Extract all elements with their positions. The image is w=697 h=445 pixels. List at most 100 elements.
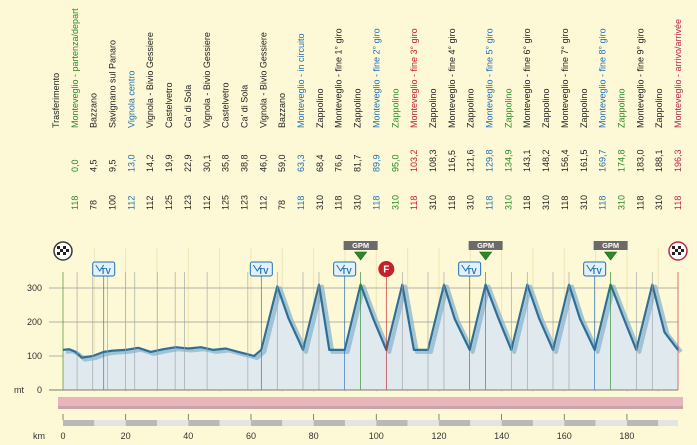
waypoint-altitude: 310 xyxy=(503,195,513,210)
km-scale-block xyxy=(125,420,157,426)
checker-square xyxy=(678,246,681,249)
waypoint-km: 46,0 xyxy=(258,154,268,172)
waypoint-column: 118 76,6 Monteveglio - fine 1° giro xyxy=(334,28,344,210)
x-tick-label: 180 xyxy=(619,431,634,441)
gpm-icon-banner xyxy=(468,241,503,250)
waypoint-altitude: 310 xyxy=(466,195,476,210)
waypoint-altitude: 118 xyxy=(334,196,344,210)
km-scale-block xyxy=(626,420,659,426)
x-tick-label: 120 xyxy=(431,431,446,441)
waypoint-altitude: 310 xyxy=(541,195,551,210)
x-tick-label: 80 xyxy=(309,431,319,441)
waypoint-name: Monteveglio - in circuito xyxy=(296,33,306,128)
gpm-icon-label: GPM xyxy=(477,241,494,250)
waypoint-altitude: 118 xyxy=(371,196,381,210)
waypoint-name: Ca' di Sola xyxy=(239,85,249,128)
waypoint-altitude: 118 xyxy=(522,196,532,210)
waypoint-altitude: 123 xyxy=(239,195,249,210)
checker-square xyxy=(63,252,66,255)
waypoint-name: Bazzano xyxy=(277,93,287,128)
waypoint-name: Monteveglio - fine 3° giro xyxy=(409,28,419,128)
waypoint-km: 89,9 xyxy=(371,154,381,172)
gpm-icon-label: GPM xyxy=(602,241,619,250)
profile-line xyxy=(62,283,679,359)
waypoint-altitude: 125 xyxy=(164,195,174,210)
waypoint-altitude: 112 xyxy=(145,196,155,210)
waypoint-name: Zappolino xyxy=(315,88,325,128)
waypoint-column: Trasferimento xyxy=(51,73,61,128)
checker-square xyxy=(57,246,60,249)
waypoint-km: 183,0 xyxy=(635,149,645,172)
waypoint-column: 78 59,0 Bazzano xyxy=(277,93,287,210)
km-scale-block xyxy=(156,420,189,426)
tv-icon-antenna xyxy=(95,264,105,272)
waypoint-km: 14,2 xyxy=(145,154,155,172)
waypoint-altitude: 78 xyxy=(89,200,99,210)
tv-icon: TV xyxy=(583,261,607,277)
km-scale-block xyxy=(313,420,345,426)
gpm-icon-banner xyxy=(593,241,628,250)
waypoint-column: 78 4,5 Bazzano xyxy=(89,93,99,210)
y-axis-label: mt xyxy=(14,385,24,395)
road-band-shadow xyxy=(58,406,683,409)
tv-icon: TV xyxy=(458,261,482,277)
tv-icon: TV xyxy=(249,261,273,277)
gpm-icon-triangle xyxy=(479,251,493,261)
km-scale-block xyxy=(63,420,95,426)
waypoint-km: 0,0 xyxy=(70,159,80,172)
gpm-icon-banner xyxy=(343,241,378,250)
tv-icon-antenna xyxy=(252,264,262,272)
waypoint-name: Trasferimento xyxy=(51,73,61,128)
gpm-icon-triangle xyxy=(354,251,368,261)
waypoint-km: 19,9 xyxy=(164,154,174,172)
x-tick-label: 20 xyxy=(121,431,131,441)
waypoint-column: 310 148,2 Zappolino xyxy=(541,88,551,210)
km-scale-block xyxy=(532,420,565,426)
gpm-icon: GPM xyxy=(593,241,628,261)
waypoint-altitude: 118 xyxy=(635,196,645,210)
waypoint-km: 59,0 xyxy=(277,154,287,172)
waypoint-column: 118 116,5 Monteveglio - fine 4° giro xyxy=(447,28,457,210)
waypoint-column: 118 63,3 Monteveglio - in circuito xyxy=(296,33,306,210)
tv-icon-antenna xyxy=(461,264,471,272)
km-scale-block xyxy=(470,420,502,426)
waypoint-altitude: 112 xyxy=(258,196,268,210)
waypoint-column: 112 14,2 Vignola - Bivio Gessiere xyxy=(145,32,155,210)
waypoint-column: 310 108,3 Zappolino xyxy=(428,88,438,210)
x-tick-label: 0 xyxy=(60,431,65,441)
waypoint-altitude: 78 xyxy=(277,200,287,210)
waypoint-km: 4,5 xyxy=(89,159,99,172)
waypoint-column: 125 19,9 Castelvetro xyxy=(164,82,174,210)
start-flag-icon xyxy=(53,241,73,261)
waypoint-column: 100 9,5 Savignano sul Panaro xyxy=(108,40,118,210)
waypoint-km: 116,5 xyxy=(447,150,457,172)
waypoint-km: 95,0 xyxy=(390,154,400,172)
waypoint-km: 9,5 xyxy=(108,159,118,172)
waypoint-column: 310 95,0 Zappolino xyxy=(390,88,400,210)
waypoint-altitude: 112 xyxy=(126,196,136,210)
waypoint-km: 188,1 xyxy=(654,149,664,172)
km-scale-block xyxy=(501,420,533,426)
waypoint-column: 118 89,9 Monteveglio - fine 2° giro xyxy=(371,28,381,210)
waypoint-name: Zappolino xyxy=(579,88,589,128)
tv-icon-label: TV xyxy=(592,267,603,276)
waypoint-km: 63,3 xyxy=(296,154,306,172)
waypoint-altitude: 125 xyxy=(221,195,231,210)
waypoint-altitude: 118 xyxy=(673,196,683,210)
y-tick-label: 0 xyxy=(37,385,42,395)
waypoint-name: Zappolino xyxy=(503,88,513,128)
waypoint-altitude: 310 xyxy=(579,195,589,210)
checker-square xyxy=(675,249,678,252)
waypoint-name: Castelvetro xyxy=(164,82,174,128)
waypoint-altitude: 310 xyxy=(390,195,400,210)
sprint-icon-label: F xyxy=(383,265,389,276)
gpm-icon-triangle xyxy=(604,251,618,261)
waypoint-labels: Trasferimento 118 0,0 Monteveglio - partenz… xyxy=(51,8,683,210)
waypoint-name: Monteveglio - fine 8° giro xyxy=(598,28,608,128)
tv-icon-label: TV xyxy=(258,267,269,276)
waypoint-name: Zappolino xyxy=(353,88,363,128)
waypoint-km: 76,6 xyxy=(334,154,344,172)
km-scale-block xyxy=(564,420,596,426)
